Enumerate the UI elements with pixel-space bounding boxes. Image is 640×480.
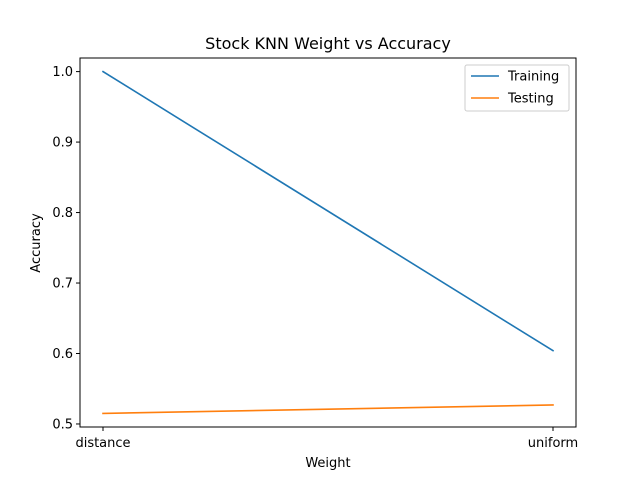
- legend-items: Training Testing: [471, 70, 559, 107]
- legend: Training Testing: [464, 64, 570, 112]
- series-layer: [101, 70, 555, 415]
- y-tick-label: 0.9: [52, 136, 73, 151]
- x-tick-label: distance: [75, 436, 130, 451]
- series-line-training: [101, 70, 555, 352]
- x-axis-ticks: distance uniform: [75, 427, 578, 451]
- y-tick-label: 0.5: [52, 417, 73, 432]
- y-tick-label: 0.7: [52, 277, 73, 292]
- x-tick-label: uniform: [528, 436, 578, 451]
- plot-frame: [79, 57, 577, 428]
- series-line-testing: [102, 404, 554, 415]
- y-axis-label: Accuracy: [29, 213, 44, 273]
- y-tick-label: 1.0: [52, 65, 73, 80]
- chart-title: Stock KNN Weight vs Accuracy: [205, 34, 451, 53]
- legend-label-training: Training: [507, 70, 559, 85]
- x-axis-label: Weight: [305, 456, 350, 471]
- y-tick-label: 0.8: [52, 206, 73, 221]
- legend-label-testing: Testing: [507, 92, 554, 107]
- y-axis-ticks: 0.5 0.6 0.7 0.8 0.9 1.0: [52, 65, 80, 432]
- y-tick-label: 0.6: [52, 347, 73, 362]
